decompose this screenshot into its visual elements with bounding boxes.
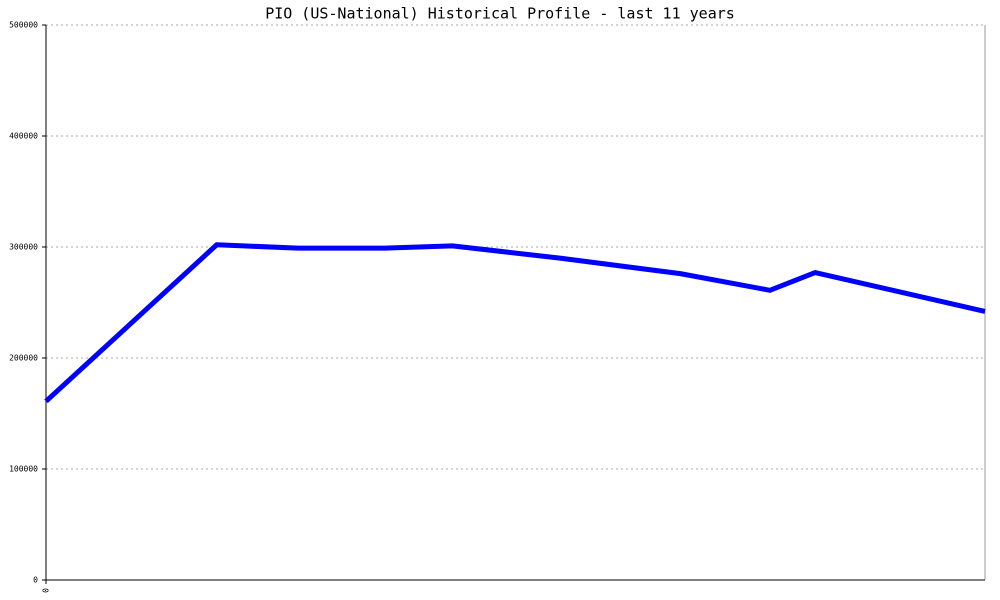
y-tick-label: 200000 bbox=[9, 354, 38, 363]
y-tick-label: 300000 bbox=[9, 243, 38, 252]
y-tick-label: 0 bbox=[33, 576, 38, 585]
data-line bbox=[44, 242, 986, 404]
y-tick-label: 100000 bbox=[9, 465, 38, 474]
y-tick-label: 500000 bbox=[9, 21, 38, 30]
y-tick-label: 400000 bbox=[9, 132, 38, 141]
x-tick-label: 0 bbox=[42, 588, 51, 593]
chart-title: PIO (US-National) Historical Profile - l… bbox=[265, 5, 735, 23]
